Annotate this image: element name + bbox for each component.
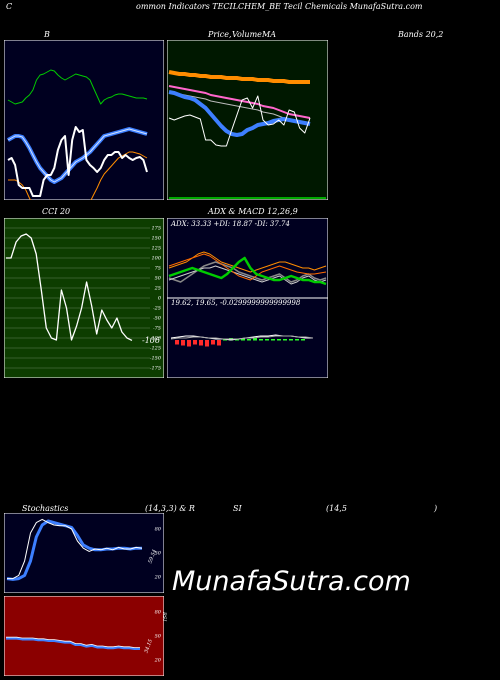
cci-last-label: -106 — [142, 336, 160, 345]
rsi-line — [6, 637, 140, 651]
cci-tick-label: -25 — [153, 306, 161, 312]
cci-tick-label: 175 — [151, 226, 161, 232]
stoch-tick-label: 50 — [155, 551, 162, 557]
cci-tick-label: -150 — [150, 356, 162, 362]
stoch-last-label: 59.54 — [147, 549, 158, 565]
macd-histogram-bar — [265, 339, 269, 341]
macd-histogram-bar — [181, 340, 185, 346]
price-svg — [167, 40, 328, 200]
macd-histogram-bar — [283, 339, 287, 341]
adx-plus-di-line — [168, 251, 327, 273]
stoch-title-a: Stochastics — [22, 504, 69, 513]
stoch-svg: 80 50 20 59.54 — [4, 513, 164, 593]
cci-tick-label: 50 — [155, 276, 162, 282]
stoch-title-d: (14,5 — [326, 504, 347, 513]
macd-histogram-bar — [187, 340, 191, 347]
cci-tick-label: -75 — [153, 326, 161, 332]
macd-histogram-bar — [295, 339, 299, 341]
stoch-signal-line — [6, 519, 142, 581]
adx-values: ADX: 33.33 +DI: 18.87 -DI: 37.74 — [171, 220, 290, 228]
cci-tick-label: 100 — [151, 256, 161, 262]
rsi-side-label: RSI — [161, 612, 167, 622]
cci-tick-label: -125 — [150, 346, 161, 352]
ma-pink-line — [168, 85, 311, 119]
macd-histogram-bar — [193, 340, 197, 345]
macd-histogram-bar — [217, 340, 221, 346]
rsi-last-label: 34.15 — [143, 639, 154, 655]
price-title-b: Volume — [232, 30, 262, 39]
bands-svg — [4, 40, 164, 200]
cci-tick-label: 25 — [154, 286, 161, 292]
bands-panel — [4, 40, 164, 200]
bands-price-line — [7, 126, 148, 197]
header-title-right: ommon Indicators TECILCHEM_BE Tecil Chem… — [136, 2, 423, 11]
cci-svg: 175 150 125 100 75 50 25 0 -25 -50 -75 -100 -125 -150… — [4, 218, 164, 378]
ma-orange-line — [168, 70, 310, 84]
stoch-k-line — [7, 518, 143, 580]
price-panel — [167, 40, 328, 200]
macd-histogram-bar — [259, 339, 263, 341]
macd-histogram-bar — [175, 340, 179, 345]
bands-lower-line — [8, 151, 148, 200]
adx-minus-di-line — [168, 253, 327, 281]
cci-tick-label: 150 — [151, 236, 161, 242]
macd-histogram-bar — [205, 340, 209, 347]
macd-histogram-bar — [199, 340, 203, 346]
macd-histogram-bar — [247, 339, 251, 341]
cci-tick-label: -100 — [150, 336, 162, 342]
macd-histogram-bar — [271, 339, 275, 341]
macd-histogram-bar — [235, 339, 239, 341]
price-title-c: MA — [262, 30, 276, 39]
header-title-left: C — [6, 2, 13, 11]
macd-histogram-bar — [289, 339, 293, 341]
bands-title-right: Bands 20,2 — [398, 30, 444, 39]
price-title-a: Price, — [208, 30, 232, 39]
rsi-smoothed-line — [6, 636, 140, 648]
cci-tick-label: 75 — [155, 266, 161, 272]
price-line — [168, 95, 311, 147]
bands-upper-line — [7, 69, 148, 105]
stoch-title-e: ) — [434, 504, 438, 513]
macd-signal-line — [170, 335, 314, 340]
cci-tick-label: -175 — [150, 366, 161, 372]
rsi-panel: 80 50 20 34.15 — [4, 596, 164, 676]
stoch-panel: 80 50 20 59.54 — [4, 513, 164, 593]
macd-histogram-bar — [253, 338, 257, 341]
adx-svg — [167, 218, 328, 378]
rsi-tick-label: 80 — [155, 610, 162, 616]
ma-blue-line — [168, 90, 311, 137]
macd-histogram-bar — [301, 339, 305, 341]
rsi-tick-label: 20 — [154, 658, 162, 664]
cci-title: CCI 20 — [42, 207, 71, 216]
cci-tick-label: 125 — [151, 246, 161, 252]
stoch-tick-label: 80 — [155, 527, 162, 533]
cci-tick-label: -50 — [153, 316, 162, 322]
macd-histogram-bar — [241, 338, 245, 341]
stoch-title-b: (14,3,3) & R — [145, 504, 195, 513]
adx-macd-title: ADX & MACD 12,26,9 — [208, 207, 298, 216]
cci-line — [6, 233, 133, 341]
watermark: MunafaSutra.com — [172, 566, 411, 597]
macd-histogram-bar — [277, 339, 281, 341]
stoch-tick-label: 20 — [154, 575, 162, 581]
stoch-title-c: SI — [233, 504, 242, 513]
bands-middle-highlight — [7, 128, 148, 183]
cci-panel: 175 150 125 100 75 50 25 0 -25 -50 -75 -100 -125 -150… — [4, 218, 164, 378]
adx-line — [168, 256, 327, 286]
adx-panel — [167, 218, 328, 378]
cci-tick-label: 0 — [158, 296, 162, 302]
macd-histogram-bar — [211, 340, 215, 345]
bands-title: B — [44, 30, 50, 39]
rsi-tick-label: 50 — [155, 634, 162, 640]
macd-histogram-bar — [223, 339, 227, 341]
macd-values: 19.62, 19.65, -0.0299999999999998 — [171, 299, 301, 307]
